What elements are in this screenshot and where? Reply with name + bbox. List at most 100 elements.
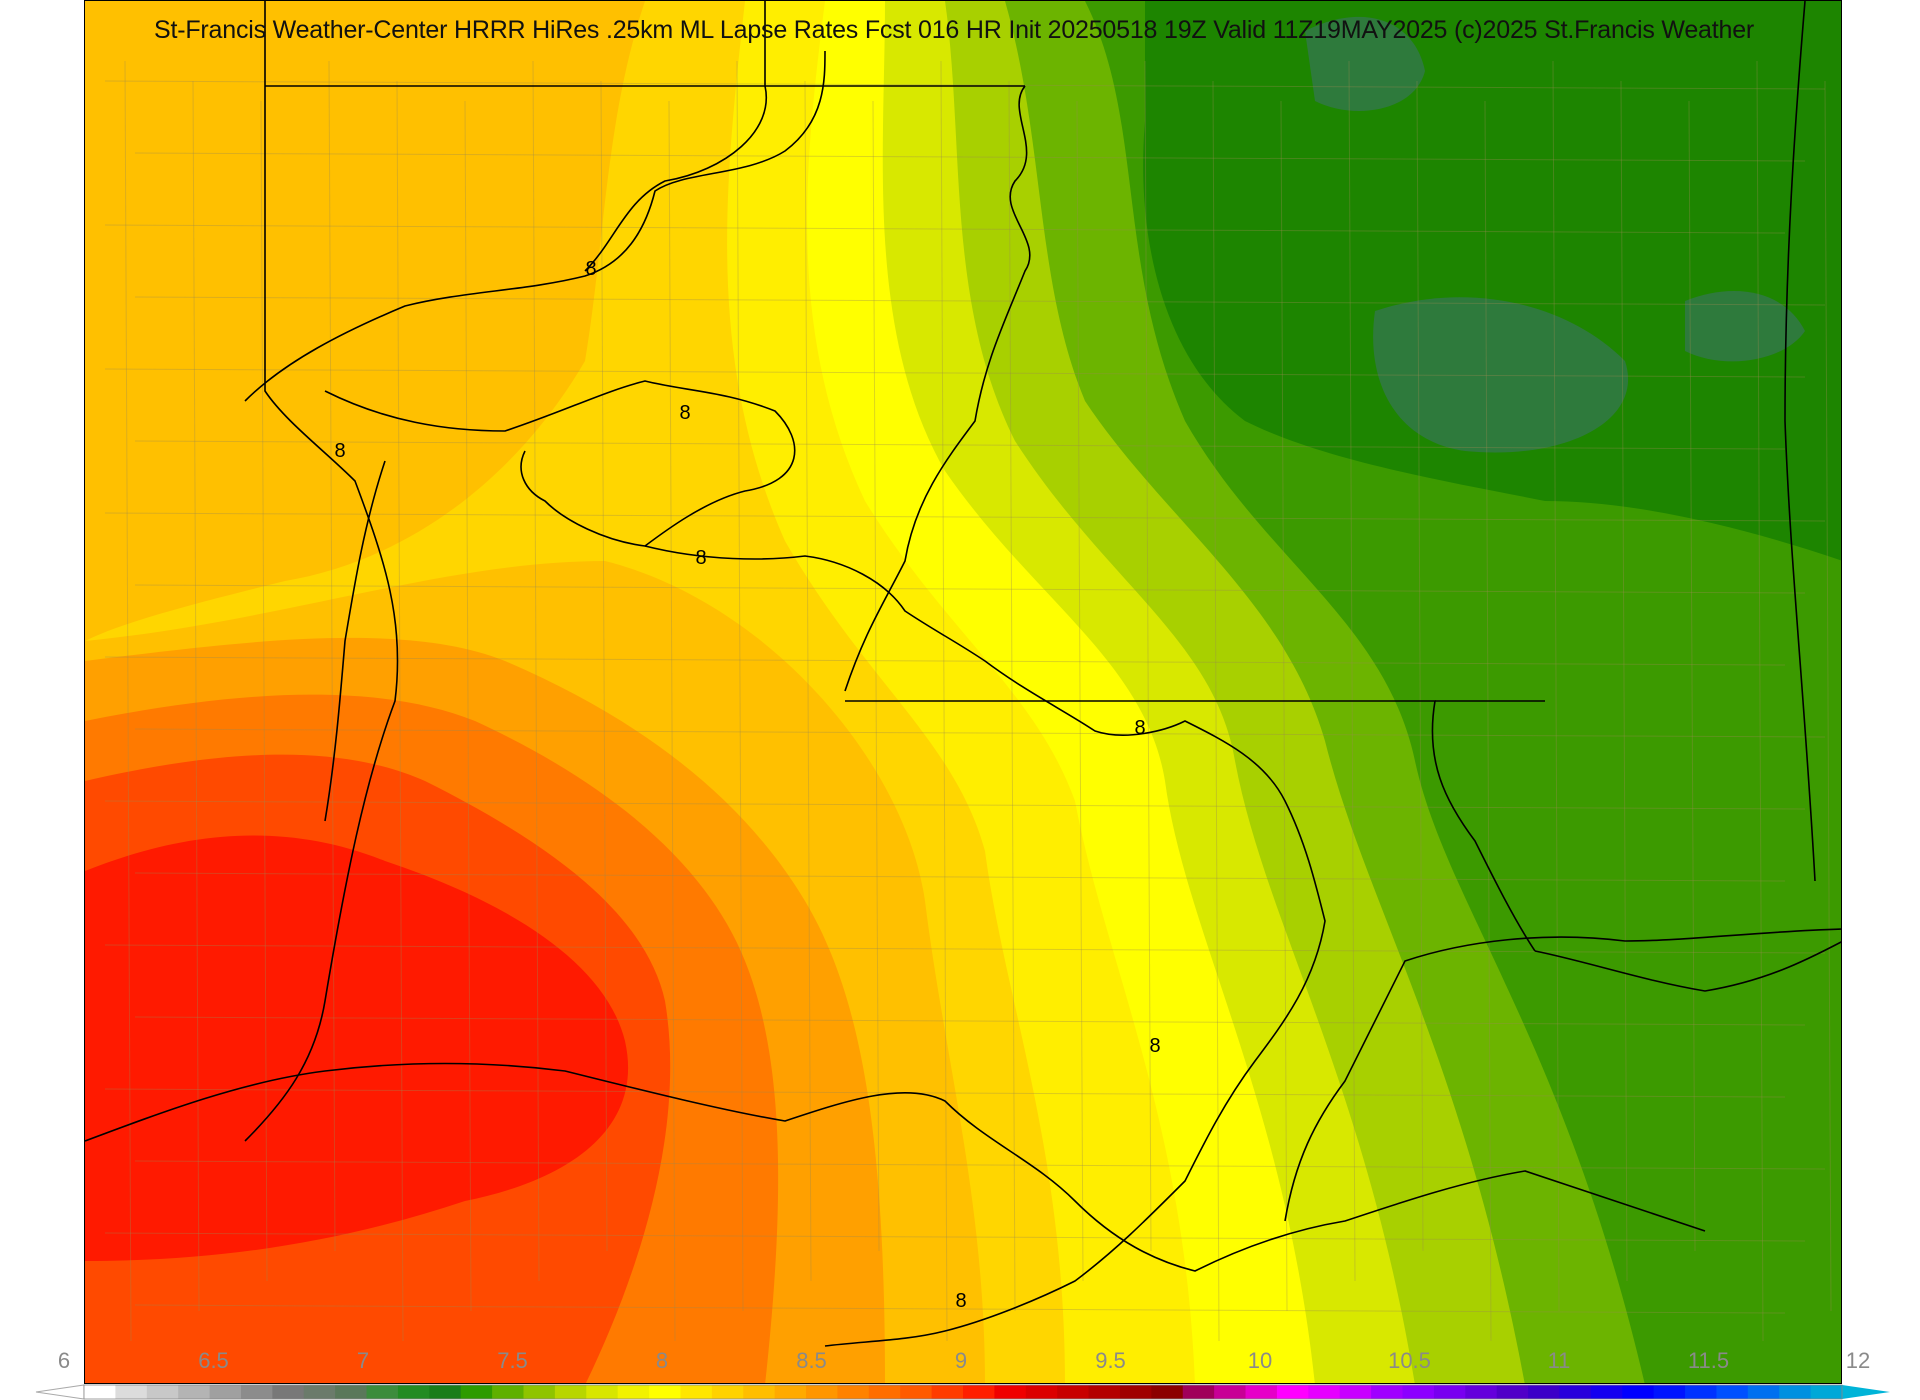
colorbar-bin-16: [586, 1385, 619, 1399]
colorbar-svg: [35, 1384, 1890, 1400]
contour-8-north: [244, 50, 826, 402]
colorbar-bin-54: [1779, 1385, 1812, 1399]
colorbar-bin-27: [931, 1385, 964, 1399]
colorbar-bin-13: [492, 1385, 525, 1399]
colorbar-bin-7: [303, 1385, 336, 1399]
contour-8-loop: [324, 380, 796, 547]
colorbar: [0, 1384, 1920, 1400]
colorbar-bin-47: [1559, 1385, 1592, 1399]
county-line-40: [104, 1088, 1786, 1098]
county-line-22: [1620, 80, 1628, 1282]
county-line-41: [134, 1160, 1826, 1170]
border-arkansas-north: [584, 1, 768, 272]
colorbar-bin-4: [209, 1385, 242, 1399]
county-line-4: [396, 80, 404, 1342]
colorbar-bin-41: [1371, 1385, 1404, 1399]
county-line-37: [134, 872, 1786, 882]
county-line-42: [104, 1232, 1806, 1242]
county-line-34: [104, 656, 1786, 666]
border-east-coast: [1534, 941, 1841, 992]
county-line-0: [124, 60, 132, 1342]
colorbar-bin-52: [1716, 1385, 1749, 1399]
colorbar-bin-55: [1810, 1385, 1843, 1399]
colorbar-bin-12: [460, 1385, 493, 1399]
contour-8: [244, 50, 1326, 1347]
county-line-5: [464, 100, 472, 1312]
field-deep-green-spot-1: [1305, 16, 1425, 111]
county-line-24: [1756, 60, 1764, 1342]
county-line-20: [1484, 100, 1492, 1342]
colorbar-bin-22: [774, 1385, 807, 1399]
contour-8-central: [644, 545, 1326, 1347]
county-line-35: [134, 728, 1826, 738]
colorbar-bin-1: [115, 1385, 148, 1399]
colorbar-bin-17: [617, 1385, 650, 1399]
map-title: St-Francis Weather-Center HRRR HiRes .25…: [154, 16, 1755, 44]
field-red: [85, 835, 629, 1261]
contour-label-5: 8: [1149, 1035, 1160, 1057]
county-line-33: [134, 584, 1806, 594]
county-line-21: [1552, 60, 1560, 1312]
contour-8-west: [324, 460, 386, 822]
colorbar-bin-43: [1433, 1385, 1466, 1399]
county-line-19: [1416, 80, 1424, 1252]
colorbar-bin-3: [178, 1385, 211, 1399]
county-line-32: [104, 512, 1826, 522]
colorbar-tick-label: 8.5: [796, 1348, 827, 1373]
border-mississippi-river: [844, 85, 1031, 692]
colorbar-bin-35: [1182, 1385, 1215, 1399]
county-line-13: [1008, 80, 1016, 1312]
colorbar-bin-26: [900, 1385, 933, 1399]
colorbar-bin-44: [1465, 1385, 1498, 1399]
colorbar-tick-label: 7: [356, 1348, 370, 1373]
colorbar-tick-label: 9: [954, 1348, 968, 1373]
border-louisiana-north: [845, 700, 1536, 952]
colorbar-tick-label: 10.5: [1388, 1348, 1431, 1373]
county-line-6: [532, 60, 540, 1282]
contour-label-6: 8: [955, 1290, 966, 1312]
county-line-18: [1348, 60, 1356, 1282]
colorbar-bin-23: [806, 1385, 839, 1399]
contour-label-4: 8: [1134, 717, 1145, 739]
county-line-28: [104, 224, 1786, 234]
colorbar-bin-40: [1339, 1385, 1372, 1399]
contour-label-2: 8: [334, 440, 345, 462]
lapse-rate-field: [85, 1, 1841, 1383]
contour-label-1: 8: [679, 402, 690, 424]
colorbar-bin-25: [868, 1385, 901, 1399]
contour-labels: 8 8 8 8 8 8 8: [334, 258, 1160, 1312]
colorbar-bin-37: [1245, 1385, 1278, 1399]
contour-label-0: 8: [585, 258, 596, 280]
colorbar-tick-label: 6: [57, 1348, 71, 1373]
county-line-29: [134, 296, 1826, 306]
colorbar-tick-label: 11.5: [1687, 1348, 1730, 1373]
colorbar-bin-49: [1622, 1385, 1655, 1399]
colorbar-bin-5: [240, 1385, 273, 1399]
colorbar-high-arrow: [1842, 1385, 1890, 1399]
colorbar-bin-46: [1528, 1385, 1561, 1399]
colorbar-bin-8: [335, 1385, 368, 1399]
field-deep-green-spot-3: [1685, 291, 1805, 362]
county-line-25: [1824, 80, 1832, 1312]
county-line-31: [134, 440, 1786, 450]
colorbar-bin-2: [146, 1385, 179, 1399]
map-frame: 8 8 8 8 8 8 8: [84, 0, 1842, 1384]
county-line-1: [192, 80, 200, 1312]
county-line-11: [872, 100, 880, 1252]
county-lines: [104, 60, 1832, 1342]
lapse-rate-map: 8 8 8 8 8 8 8: [85, 1, 1841, 1383]
border-oklahoma-arkansas: [244, 1, 399, 1142]
colorbar-bin-24: [837, 1385, 870, 1399]
colorbar-tick-label: 8: [655, 1348, 669, 1373]
colorbar-bin-0: [84, 1385, 116, 1399]
colorbar-outline: [83, 1384, 1843, 1400]
colorbar-bin-32: [1088, 1385, 1121, 1399]
colorbar-bin-51: [1685, 1385, 1718, 1399]
county-line-26: [104, 80, 1826, 90]
colorbar-bin-50: [1653, 1385, 1686, 1399]
colorbar-tick-label: 12: [1845, 1348, 1871, 1373]
colorbar-bin-39: [1308, 1385, 1341, 1399]
colorbar-tick-label: 6.5: [198, 1348, 229, 1373]
county-line-10: [804, 80, 812, 1282]
colorbar-bin-48: [1590, 1385, 1623, 1399]
